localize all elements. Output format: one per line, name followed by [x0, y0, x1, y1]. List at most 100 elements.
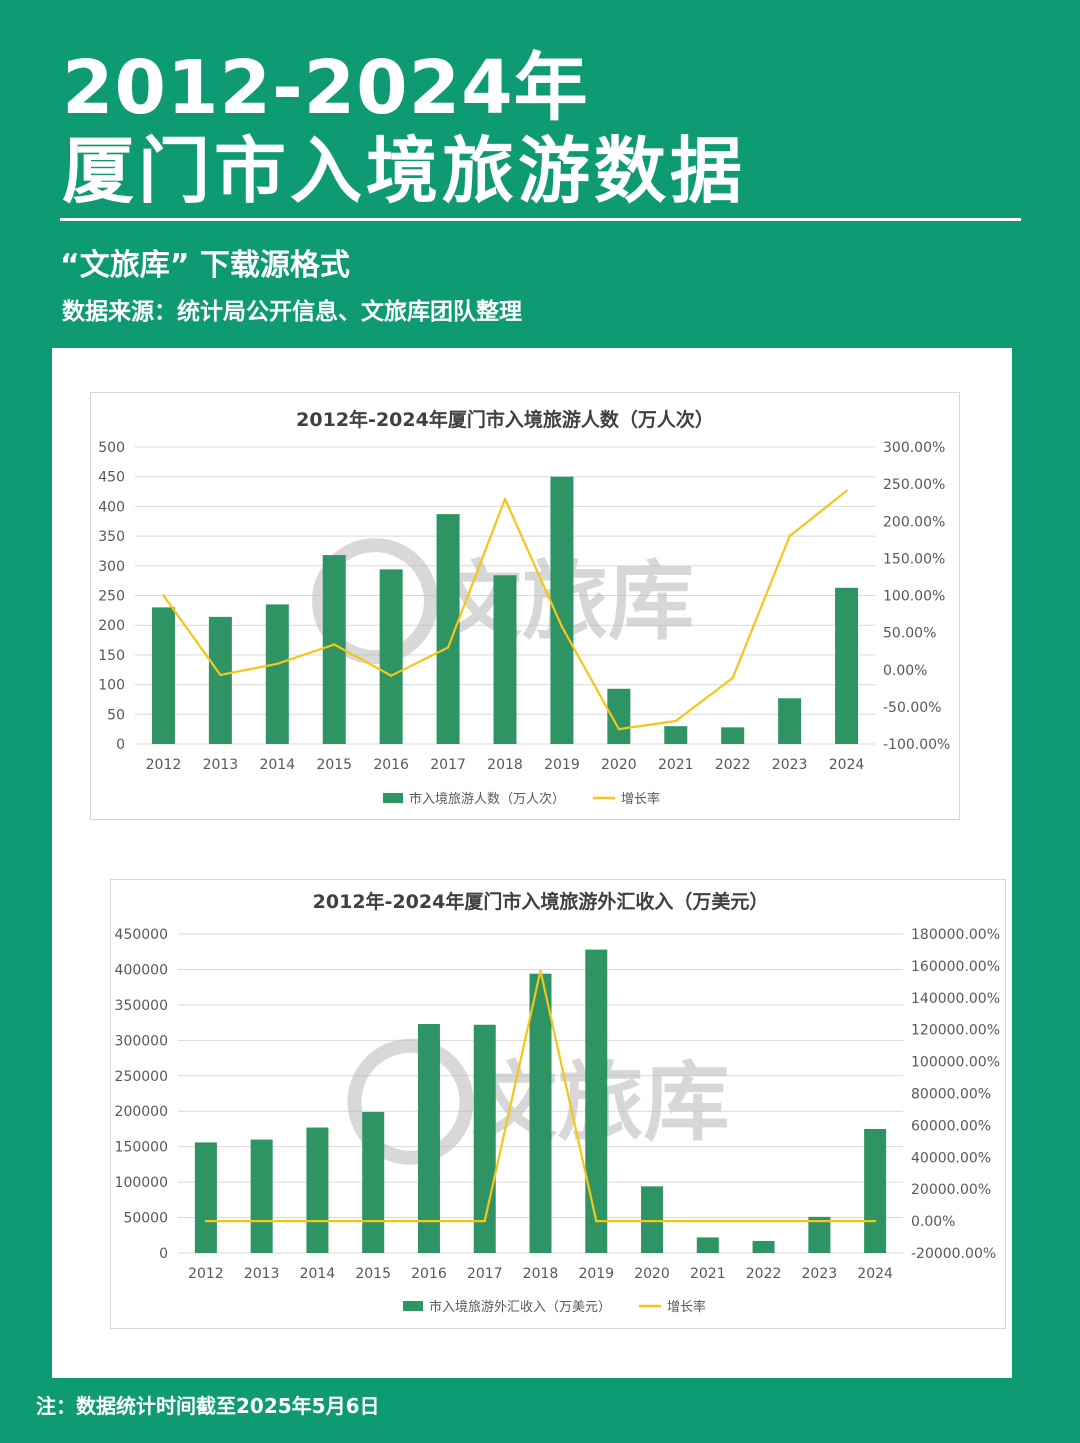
y-tick-label: 300: [98, 559, 125, 575]
y-tick-label: 450000: [115, 927, 168, 943]
y2-tick-label: 250.00%: [883, 477, 945, 493]
bar: [529, 973, 552, 1253]
growth-rate-point: [650, 1219, 654, 1223]
chart-title: 2012年-2024年厦门市入境旅游人数（万人次）: [296, 408, 714, 431]
growth-rate-point: [560, 625, 564, 628]
x-tick-label: 2017: [430, 757, 466, 773]
footer-note: 注：数据统计时间截至2025年5月6日: [36, 1394, 380, 1418]
x-tick-label: 2015: [355, 1266, 391, 1282]
bar: [417, 1024, 440, 1253]
y2-tick-label: 0.00%: [911, 1214, 955, 1230]
visitors-chart-svg: 2012年-2024年厦门市入境旅游人数（万人次） 0 50 100 150 200 250…: [98, 408, 950, 807]
watermark-logo-icon: [312, 538, 438, 665]
y-tick-label: 50: [107, 707, 125, 723]
x-tick-label: 2015: [316, 757, 352, 773]
x-tick-label: 2013: [244, 1266, 280, 1282]
growth-rate-point: [845, 489, 848, 493]
y-tick-label: 400000: [115, 962, 168, 978]
bar: [194, 1142, 217, 1253]
bar: [306, 1127, 329, 1253]
bar: [550, 476, 574, 744]
growth-rate-point: [731, 676, 734, 680]
growth-rate-point: [762, 1219, 765, 1223]
y2-tick-label: 300.00%: [883, 440, 945, 456]
bar: [664, 726, 688, 744]
bar: [641, 1186, 664, 1253]
y2-tick-label: 60000.00%: [911, 1118, 991, 1134]
legend-bar-swatch: [403, 1301, 423, 1311]
y-tick-label: 50000: [123, 1211, 168, 1227]
x-tick-label: 2022: [746, 1266, 782, 1282]
growth-rate-point: [389, 674, 393, 677]
y2-tick-label: 200.00%: [883, 514, 945, 530]
x-tick-label: 2022: [715, 757, 751, 773]
y2-tick-label: -100.00%: [883, 737, 950, 753]
y2-tick-label: 80000.00%: [911, 1087, 991, 1103]
bar: [151, 607, 175, 744]
y-tick-label: 450: [98, 470, 125, 486]
bar: [379, 569, 403, 744]
y-tick-label: 250000: [115, 1069, 168, 1085]
growth-rate-point: [162, 594, 165, 597]
page-title-line2: 厦门市入境旅游数据: [62, 129, 747, 213]
growth-rate-point: [260, 1219, 263, 1223]
x-tick-label: 2014: [259, 757, 295, 773]
watermark-logo-icon: [347, 1038, 474, 1165]
y-tick-label: 150: [98, 648, 125, 664]
growth-rate-point: [788, 534, 791, 538]
revenue-chart: 2012年-2024年厦门市入境旅游外汇收入（万美元） 0 50000 100000 1…: [110, 879, 1006, 1329]
x-tick-label: 2024: [857, 1266, 893, 1282]
x-tick-label: 2018: [487, 757, 523, 773]
bar: [752, 1240, 775, 1253]
x-tick-label: 2019: [578, 1266, 614, 1282]
x-tick-label: 2020: [601, 757, 637, 773]
x-tick-label: 2021: [658, 757, 694, 773]
y-tick-label: 200000: [115, 1104, 168, 1120]
growth-rate-point: [483, 1219, 486, 1223]
bar: [778, 698, 802, 744]
growth-rate-point: [617, 727, 621, 731]
x-tick-label: 2020: [634, 1266, 670, 1282]
y2-tick-label: 20000.00%: [911, 1182, 991, 1198]
growth-rate-point: [446, 646, 450, 649]
y-tick-label: 200: [98, 618, 125, 634]
growth-rate-point: [595, 1219, 598, 1223]
x-tick-label: 2017: [467, 1266, 503, 1282]
bar: [436, 514, 460, 744]
legend-line-label: 增长率: [621, 791, 660, 807]
bar: [696, 1237, 719, 1253]
y-tick-label: 0: [116, 737, 125, 753]
chart-title: 2012年-2024年厦门市入境旅游外汇收入（万美元）: [313, 890, 769, 913]
x-tick-label: 2024: [829, 757, 865, 773]
bar: [208, 616, 232, 744]
growth-rate-point: [539, 969, 542, 972]
y2-tick-label: 120000.00%: [911, 1023, 1000, 1039]
y2-tick-label: 0.00%: [883, 663, 927, 679]
y-tick-label: 400: [98, 499, 125, 515]
growth-rate-point: [674, 719, 677, 723]
x-tick-label: 2013: [203, 757, 239, 773]
visitors-chart: 2012年-2024年厦门市入境旅游人数（万人次） 0 50 100 150 200 250…: [90, 392, 960, 820]
growth-rate-point: [276, 662, 279, 666]
bar: [864, 1128, 887, 1253]
bar: [362, 1111, 385, 1253]
y-tick-label: 350000: [115, 998, 168, 1014]
y-tick-label: 350: [98, 529, 125, 545]
y-tick-label: 500: [98, 440, 125, 456]
y2-tick-label: 180000.00%: [911, 927, 1000, 943]
growth-rate-point: [706, 1219, 710, 1223]
bar: [265, 604, 289, 744]
y-tick-label: 0: [159, 1246, 168, 1262]
x-tick-label: 2021: [690, 1266, 726, 1282]
legend-bar-swatch: [383, 793, 403, 803]
bar: [721, 727, 745, 744]
page-subtitle: “文旅库” 下载源格式: [60, 248, 350, 283]
title-divider: [60, 218, 1021, 221]
revenue-chart-svg: 2012年-2024年厦门市入境旅游外汇收入（万美元） 0 50000 100000 1…: [115, 890, 1000, 1315]
growth-rate-point: [427, 1219, 431, 1223]
x-tick-label: 2016: [373, 757, 409, 773]
bar: [607, 688, 631, 744]
bar: [493, 575, 517, 744]
y-tick-label: 150000: [115, 1140, 168, 1156]
y2-tick-label: 100.00%: [883, 589, 945, 605]
